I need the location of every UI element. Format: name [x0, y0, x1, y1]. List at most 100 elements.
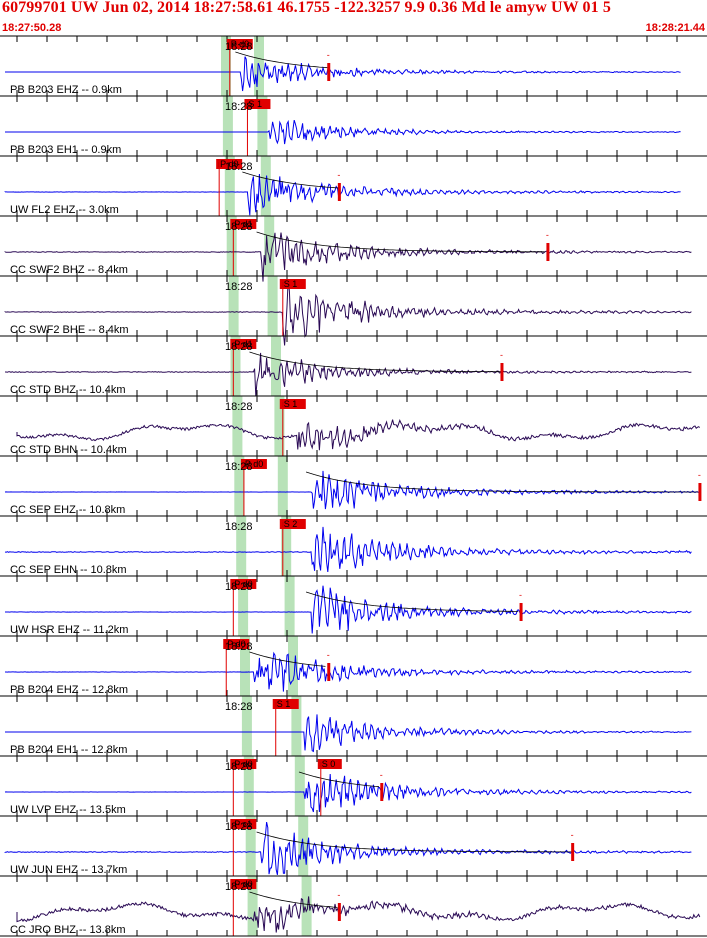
station-channel-label: PB B204 EH1 -- 12.8km: [10, 744, 127, 756]
phase-pick-flag[interactable]: [216, 159, 243, 169]
phase-pick-flag[interactable]: [230, 759, 257, 769]
station-channel-label: CC SWF2 BHZ -- 8.4km: [10, 264, 128, 276]
coda-minus-label: -: [380, 770, 383, 780]
coda-minus-label: -: [337, 890, 340, 900]
p-window-highlight: [226, 216, 237, 276]
p-window-highlight: [240, 636, 250, 696]
waveform-trace: [5, 119, 681, 145]
waveform-trace: [5, 352, 692, 397]
phase-pick-flag[interactable]: [223, 639, 250, 649]
p-window-highlight: [228, 276, 239, 336]
waveform-trace: [4, 821, 692, 876]
station-channel-label: UW JUN EHZ -- 13.7km: [10, 864, 127, 876]
coda-fit-curve: [256, 831, 573, 853]
trace-panel[interactable]: iS 1 18:28 CC SWF2 BHE -- 8.4km: [0, 275, 707, 346]
waveform-trace: [5, 714, 692, 753]
p-window-highlight: [221, 36, 231, 96]
trace-panel[interactable]: - iP d0 iS 0 18:28 UW LVP EHZ -- 13.5km: [0, 755, 707, 816]
event-summary-title: 60799701 UW Jun 02, 2014 18:27:58.61 46.…: [2, 0, 611, 16]
phase-pick-flag[interactable]: [244, 99, 271, 109]
waveform-trace: [16, 419, 701, 451]
phase-pick-flag[interactable]: [230, 339, 257, 349]
coda-fit-curve: [305, 591, 519, 612]
trace-time-label: 18:28: [225, 581, 253, 593]
phase-pick-flag[interactable]: [272, 699, 299, 709]
phase-pick-label: iS 1: [282, 399, 298, 409]
coda-minus-label: -: [571, 830, 574, 840]
station-channel-label: PB B203 EH1 -- 0.9km: [10, 144, 121, 156]
coda-minus-label: -: [500, 350, 503, 360]
trace-panel[interactable]: iS 1 18:28 PB B204 EH1 -- 12.8km: [0, 695, 707, 756]
p-window-highlight: [241, 696, 252, 756]
phase-pick-label: iS 1: [275, 699, 291, 709]
phase-pick-flag[interactable]: [230, 219, 257, 229]
coda-fit-curve: [305, 471, 699, 493]
coda-fit-curve: [242, 171, 339, 189]
s-window-highlight: [267, 276, 278, 336]
phase-pick-flag[interactable]: [226, 39, 253, 49]
station-channel-label: UW HSR EHZ -- 11.2km: [10, 624, 128, 636]
event-header: 60799701 UW Jun 02, 2014 18:27:58.61 46.…: [0, 0, 707, 36]
phase-pick-flag[interactable]: [279, 279, 306, 289]
phase-pick-flag[interactable]: [279, 399, 306, 409]
waveform-trace: [4, 232, 692, 282]
phase-pick-label: iP d0: [232, 759, 252, 769]
waveform-trace: [5, 585, 692, 634]
phase-pick-label: iS 2: [282, 519, 298, 529]
secondary-pick-flag[interactable]: [317, 759, 342, 769]
phase-pick-label: iP d0: [218, 159, 238, 169]
s-window-highlight: [291, 696, 302, 756]
trace-panel[interactable]: iS 118:28 PB B203 EH1 -- 0.9km: [0, 95, 707, 156]
trace-time-label: 18:28: [225, 221, 253, 233]
trace-panel[interactable]: iS 2 18:28 CC SEP EHN -- 10.8km: [0, 515, 707, 576]
trace-time-label: 18:28: [225, 401, 253, 413]
coda-fit-curve: [298, 771, 380, 788]
p-window-highlight: [236, 516, 247, 576]
phase-pick-label: iP d0: [232, 579, 252, 589]
phase-pick-label: iP d0: [229, 39, 249, 49]
phase-pick-flag[interactable]: [230, 819, 257, 829]
waveform-trace: [4, 526, 692, 572]
p-window-highlight: [234, 456, 245, 516]
phase-pick-flag[interactable]: [230, 579, 257, 589]
phase-pick-flag[interactable]: [240, 459, 267, 469]
coda-minus-label: -: [327, 650, 330, 660]
trace-time-label: 18:28: [225, 521, 253, 533]
phase-pick-label: iP c1: [232, 819, 252, 829]
waveform-trace: [16, 896, 701, 933]
secondary-pick-label: iS 0: [320, 759, 336, 769]
s-window-highlight: [274, 396, 285, 456]
trace-panel[interactable]: iS 1 18:28 CC STD BHN -- 10.4km: [0, 395, 707, 456]
trace-time-label: 18:28: [225, 281, 253, 293]
phase-pick-flag[interactable]: [279, 519, 306, 529]
trace-time-label: 18:28: [225, 821, 253, 833]
s-window-highlight: [284, 576, 295, 636]
phase-pick-label: iP d0: [232, 879, 252, 889]
s-window-highlight: [271, 336, 281, 396]
station-channel-label: CC SEP EHN -- 10.8km: [10, 564, 127, 576]
waveform-trace: [4, 279, 692, 346]
phase-pick-label: iS 1: [282, 279, 298, 289]
p-window-highlight: [232, 396, 243, 456]
window-end-time: 18:28:21.44: [645, 22, 705, 34]
station-channel-label: CC JRO BHZ -- 13.8km: [10, 924, 126, 936]
phase-pick-label: iP d1: [232, 219, 252, 229]
trace-time-label: 18:28: [225, 341, 253, 353]
coda-minus-label: -: [698, 470, 701, 480]
s-window-highlight: [281, 516, 292, 576]
phase-pick-flag[interactable]: [230, 879, 257, 889]
station-channel-label: CC SWF2 BHE -- 8.4km: [10, 324, 129, 336]
trace-time-label: 18:28: [225, 41, 253, 53]
s-window-highlight: [264, 216, 275, 276]
trace-time-label: 18:28: [225, 701, 253, 713]
